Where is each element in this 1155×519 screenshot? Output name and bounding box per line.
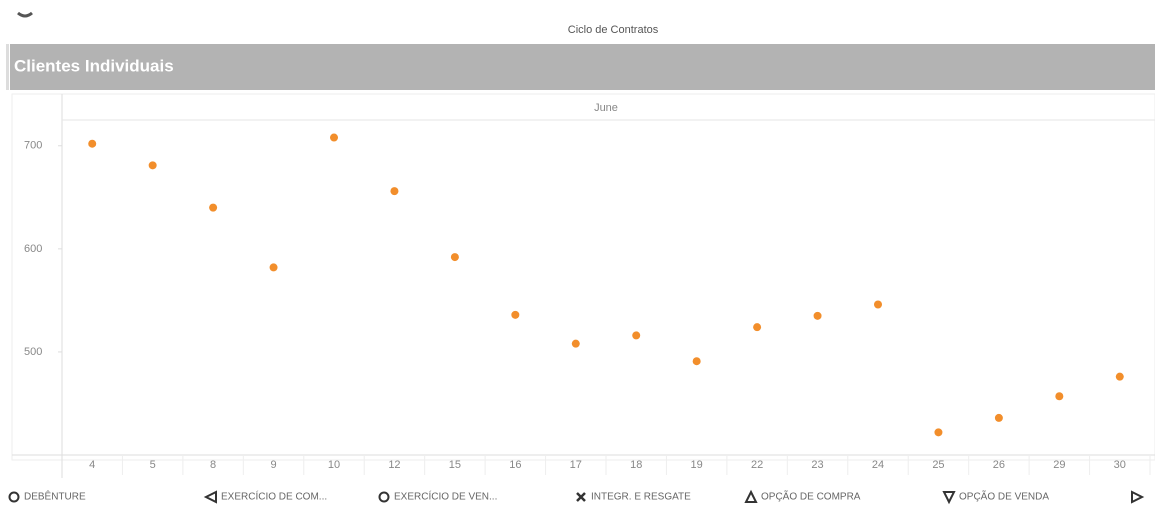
legend-icon[interactable] [378, 491, 390, 503]
x-tick-label: 30 [1114, 459, 1126, 471]
point [874, 300, 882, 309]
panel-border [11, 93, 1155, 461]
x-tick-label: 23 [811, 459, 823, 471]
x-tick-label: 5 [150, 459, 156, 471]
legend-icon[interactable] [942, 491, 956, 505]
y-tick-label: 500 [24, 346, 42, 358]
point [632, 331, 641, 340]
legend-label[interactable]: DEBÊNTURE [24, 490, 86, 503]
undo-icon[interactable] [17, 11, 33, 18]
section-header [10, 44, 1155, 90]
x-tick-label: 16 [509, 459, 521, 471]
point [1055, 392, 1064, 401]
legend-icon[interactable] [8, 491, 20, 503]
header-edge [6, 44, 9, 90]
point [1115, 372, 1124, 381]
point [450, 253, 459, 262]
x-tick-label: 22 [751, 459, 763, 471]
x-tick-label: 25 [932, 459, 944, 471]
x-tick-label: 24 [872, 459, 884, 471]
column-header: June [594, 102, 618, 114]
point [148, 161, 157, 170]
legend-label[interactable]: EXERCÍCIO DE COM... [221, 490, 327, 503]
legend-icon[interactable] [744, 489, 758, 503]
legend-icon[interactable] [576, 492, 586, 502]
section-title: Clientes Individuais [14, 56, 174, 75]
x-tick-label: 19 [691, 459, 703, 471]
x-tick-label: 12 [388, 459, 400, 471]
legend-icon-cut[interactable] [1131, 490, 1145, 504]
point [813, 311, 822, 320]
y-tick-label: 600 [24, 243, 42, 255]
point [390, 187, 399, 196]
point [994, 413, 1003, 422]
x-tick-label: 8 [210, 459, 216, 471]
point [753, 323, 762, 332]
point [88, 139, 97, 148]
legend-label[interactable]: OPÇÃO DE COMPRA [761, 490, 861, 503]
point [330, 133, 338, 142]
x-tick-label: 18 [630, 459, 642, 471]
x-tick-label: 9 [270, 459, 276, 471]
x-tick-label: 17 [570, 459, 582, 471]
x-tick-label: 29 [1053, 459, 1065, 471]
point [571, 339, 580, 348]
legend-label[interactable]: EXERCÍCIO DE VEN... [394, 490, 497, 503]
point [692, 357, 701, 366]
x-tick-label: 26 [993, 459, 1005, 471]
legend-label[interactable]: INTEGR. E RESGATE [591, 492, 691, 503]
point [934, 428, 943, 437]
point [209, 203, 218, 212]
legend-label[interactable]: OPÇÃO DE VENDA [959, 490, 1049, 503]
chart-title: Ciclo de Contratos [568, 24, 659, 36]
point [511, 310, 520, 319]
x-tick-label: 15 [449, 459, 461, 471]
point [269, 263, 278, 272]
y-tick-label: 700 [24, 140, 42, 152]
x-tick-label: 4 [89, 459, 95, 471]
legend-icon[interactable] [203, 490, 217, 504]
x-tick-label: 10 [328, 459, 340, 471]
